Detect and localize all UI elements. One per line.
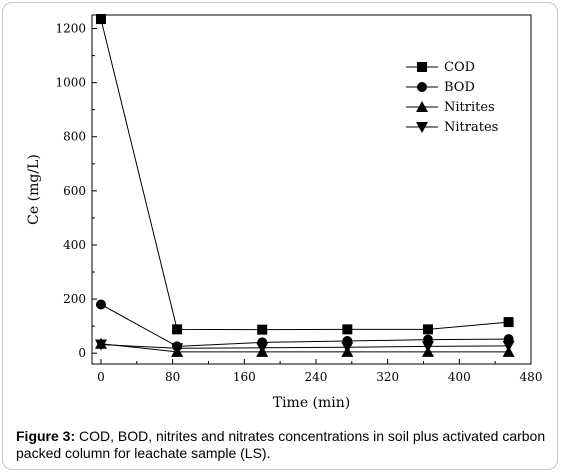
series-line — [100, 343, 509, 353]
point-marker — [341, 342, 354, 354]
legend-item: Nitrites — [406, 100, 495, 115]
y-tick-label: 1000 — [55, 76, 86, 90]
legend: COD BOD Nitrites Nitrates — [406, 60, 498, 135]
point-marker — [503, 317, 514, 328]
y-tick-label: 0 — [78, 346, 86, 360]
x-tick-label: 160 — [233, 370, 256, 384]
point-marker — [417, 82, 427, 92]
point-marker — [421, 341, 434, 353]
point-marker — [95, 14, 106, 25]
point-marker — [257, 324, 268, 335]
legend-label: Nitrites — [444, 100, 495, 115]
x-tick-label: 0 — [97, 370, 105, 384]
point-marker — [172, 324, 183, 335]
series-bod — [95, 299, 514, 352]
point-marker — [256, 342, 269, 354]
axis-ticks — [92, 28, 532, 364]
legend-label: Nitrates — [444, 120, 498, 135]
x-tick-label: 320 — [376, 370, 399, 384]
y-tick-label: 400 — [63, 238, 86, 252]
y-tick-label: 600 — [63, 184, 86, 198]
y-tick-label: 1200 — [55, 22, 86, 36]
caption-text: COD, BOD, nitrites and nitrates concentr… — [16, 428, 546, 461]
series-line — [100, 344, 509, 349]
point-marker — [342, 324, 353, 335]
series-line — [100, 18, 509, 331]
series-layer — [94, 14, 515, 357]
figure-frame — [2, 2, 558, 470]
y-tick-label: 800 — [63, 130, 86, 144]
y-axis-title: Ce (mg/L) — [26, 154, 42, 225]
x-tick-label: 480 — [520, 370, 543, 384]
tick-labels: 0 80 160 240 320 400 480 0 200 400 600 800 1000 1200 — [55, 22, 542, 384]
point-marker — [422, 324, 433, 335]
x-tick-label: 400 — [448, 370, 471, 384]
figure-caption: Figure 3: COD, BOD, nitrites and nitrate… — [16, 428, 546, 462]
legend-item: BOD — [406, 80, 475, 95]
y-tick-label: 200 — [63, 292, 86, 306]
point-marker — [94, 339, 107, 351]
point-marker — [417, 62, 427, 72]
legend-label: COD — [444, 60, 475, 75]
series-nitrates — [94, 339, 515, 355]
legend-item: COD — [406, 60, 475, 75]
x-tick-label: 80 — [165, 370, 180, 384]
x-axis-title: Time (min) — [273, 395, 351, 411]
legend-label: BOD — [444, 80, 475, 95]
legend-item: Nitrates — [406, 120, 498, 135]
point-marker — [416, 122, 428, 133]
point-marker — [95, 299, 106, 310]
plot-area — [91, 14, 532, 365]
caption-label: Figure 3: — [16, 428, 76, 444]
point-marker — [502, 340, 515, 352]
point-marker — [171, 343, 184, 355]
x-tick-label: 240 — [305, 370, 328, 384]
series-line — [100, 304, 509, 347]
point-marker — [416, 101, 428, 112]
series-cod — [95, 14, 514, 335]
